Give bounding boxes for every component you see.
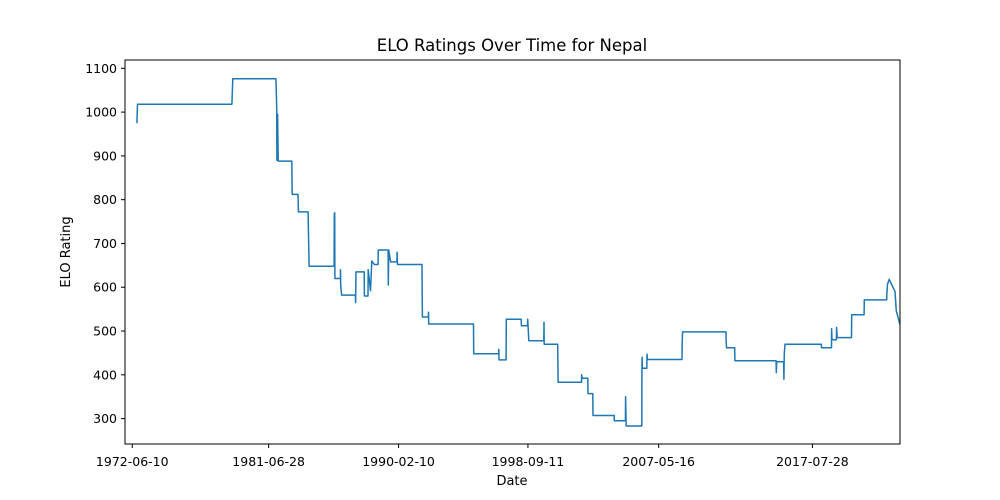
x-tick-label: 1998-09-11 (492, 454, 565, 469)
plot-frame (124, 59, 901, 445)
y-axis: 300 400 500 600 700 800 900 1000 1100 (85, 61, 125, 426)
x-tick-label: 1981-06-28 (232, 454, 305, 469)
chart-title: ELO Ratings Over Time for Nepal (377, 36, 647, 55)
x-tick-label: 2017-07-28 (776, 454, 849, 469)
plot-lines (136, 78, 901, 427)
x-tick-label: 1990-02-10 (362, 454, 435, 469)
y-tick-label: 400 (93, 367, 117, 382)
x-tick-label: 1972-06-10 (96, 454, 169, 469)
y-tick-label: 500 (93, 324, 117, 339)
x-axis-label: Date (496, 474, 527, 489)
y-tick-label: 1100 (85, 61, 117, 76)
y-tick-label: 900 (93, 148, 117, 163)
y-tick-label: 300 (93, 411, 117, 426)
y-tick-label: 800 (93, 192, 117, 207)
y-axis-label: ELO Rating (59, 216, 74, 287)
series-line-0 (136, 78, 901, 427)
y-tick-label: 600 (93, 280, 117, 295)
y-tick-label: 1000 (85, 105, 117, 120)
x-axis: 1972-06-10 1981-06-28 1990-02-10 1998-09-11… (96, 444, 849, 469)
y-tick-label: 700 (93, 236, 117, 251)
x-tick-label: 2007-05-16 (622, 454, 695, 469)
